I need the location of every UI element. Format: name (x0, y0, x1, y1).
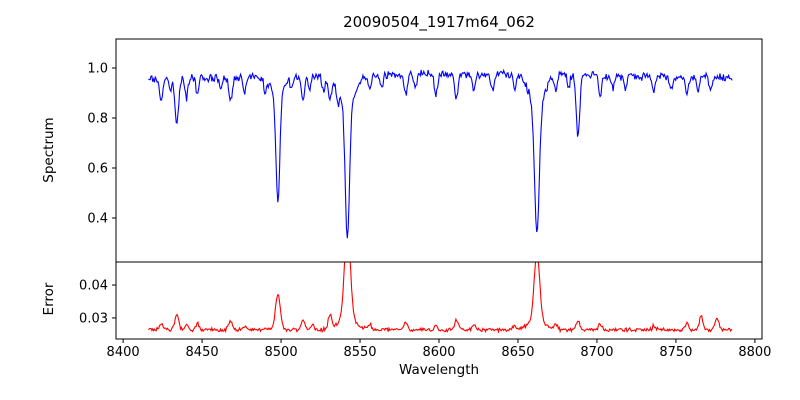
y-tick-label: 0.8 (87, 112, 108, 127)
y-tick-label: 0.6 (87, 162, 108, 177)
x-tick-label: 8550 (343, 345, 376, 360)
x-tick-label: 8800 (738, 345, 771, 360)
error-line (147, 262, 733, 334)
chart-title: 20090504_1917m64_062 (343, 13, 535, 31)
x-tick-label: 8500 (265, 345, 298, 360)
y-tick-label: 0.04 (79, 279, 108, 294)
y-tick-label: 1.0 (87, 62, 108, 77)
x-tick-label: 8700 (580, 345, 613, 360)
x-tick-label: 8400 (107, 345, 140, 360)
x-tick-label: 8750 (659, 345, 692, 360)
x-tick-label: 8650 (501, 345, 534, 360)
spectrum-line (148, 68, 733, 239)
y-tick-label: 0.4 (87, 212, 108, 227)
spectrum-y-axis-label: Spectrum (41, 117, 57, 183)
x-tick-label: 8450 (186, 345, 219, 360)
y-tick-label: 0.03 (79, 311, 108, 326)
x-axis-label: Wavelength (398, 362, 480, 378)
x-tick-label: 8600 (422, 345, 455, 360)
error-y-axis-label: Error (41, 282, 57, 316)
